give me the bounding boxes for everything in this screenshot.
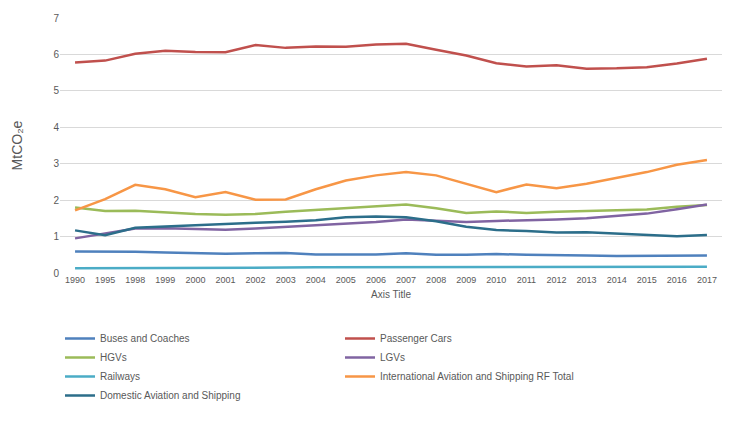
svg-text:2006: 2006 bbox=[366, 275, 386, 285]
svg-text:1999: 1999 bbox=[155, 275, 175, 285]
svg-text:2008: 2008 bbox=[426, 275, 446, 285]
svg-text:MtCO₂e: MtCO₂e bbox=[9, 120, 25, 170]
svg-text:LGVs: LGVs bbox=[380, 352, 405, 363]
svg-text:7: 7 bbox=[53, 13, 59, 24]
svg-text:1995: 1995 bbox=[95, 275, 115, 285]
svg-text:2001: 2001 bbox=[215, 275, 235, 285]
svg-text:1: 1 bbox=[53, 231, 59, 242]
svg-text:2003: 2003 bbox=[276, 275, 296, 285]
svg-text:Railways: Railways bbox=[100, 371, 140, 382]
svg-text:2005: 2005 bbox=[336, 275, 356, 285]
svg-text:2009: 2009 bbox=[456, 275, 476, 285]
svg-text:4: 4 bbox=[53, 122, 59, 133]
svg-text:3: 3 bbox=[53, 158, 59, 169]
svg-text:0: 0 bbox=[53, 268, 59, 279]
svg-text:HGVs: HGVs bbox=[100, 352, 127, 363]
svg-text:2011: 2011 bbox=[517, 275, 536, 285]
svg-text:Buses and Coaches: Buses and Coaches bbox=[100, 333, 190, 344]
svg-text:2004: 2004 bbox=[306, 275, 326, 285]
svg-text:2017: 2017 bbox=[697, 275, 717, 285]
svg-text:2016: 2016 bbox=[667, 275, 687, 285]
svg-text:1990: 1990 bbox=[65, 275, 85, 285]
svg-text:Axis Title: Axis Title bbox=[371, 289, 411, 300]
svg-text:5: 5 bbox=[53, 85, 59, 96]
svg-text:Passenger Cars: Passenger Cars bbox=[380, 333, 452, 344]
svg-text:2010: 2010 bbox=[486, 275, 506, 285]
svg-text:6: 6 bbox=[53, 49, 59, 60]
svg-text:1998: 1998 bbox=[125, 275, 145, 285]
svg-text:2012: 2012 bbox=[546, 275, 566, 285]
svg-text:2014: 2014 bbox=[607, 275, 627, 285]
svg-text:Domestic Aviation and Shipping: Domestic Aviation and Shipping bbox=[100, 390, 240, 401]
svg-text:2007: 2007 bbox=[396, 275, 416, 285]
svg-text:2013: 2013 bbox=[577, 275, 597, 285]
svg-text:2000: 2000 bbox=[185, 275, 205, 285]
svg-text:2: 2 bbox=[53, 195, 59, 206]
svg-text:2002: 2002 bbox=[246, 275, 266, 285]
svg-text:2015: 2015 bbox=[637, 275, 657, 285]
svg-text:International Aviation and Shi: International Aviation and Shipping RF T… bbox=[380, 371, 574, 382]
